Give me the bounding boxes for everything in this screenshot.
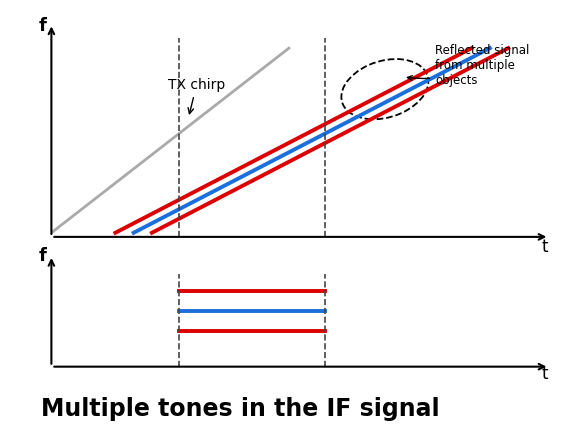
Text: t: t bbox=[541, 365, 548, 384]
Text: TX chirp: TX chirp bbox=[168, 78, 225, 114]
Text: Multiple tones in the IF signal: Multiple tones in the IF signal bbox=[41, 397, 439, 421]
Text: t: t bbox=[541, 238, 548, 256]
Text: Reflected signal
from multiple
objects: Reflected signal from multiple objects bbox=[408, 44, 529, 87]
Text: f: f bbox=[38, 16, 46, 35]
Text: f: f bbox=[38, 247, 46, 265]
